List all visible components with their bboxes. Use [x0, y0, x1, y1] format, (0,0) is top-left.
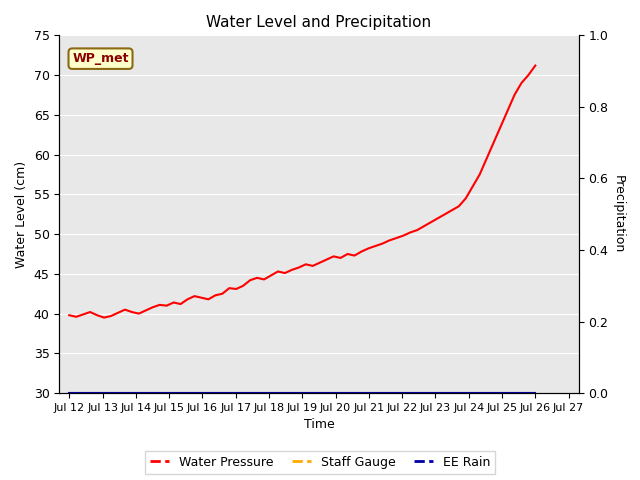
EE Rain — [483, 390, 490, 396]
Water Pressure — [531, 63, 539, 69]
Water Pressure — [65, 312, 73, 318]
EE Rain — [330, 390, 337, 396]
EE Rain — [170, 390, 177, 396]
Text: WP_met: WP_met — [72, 52, 129, 65]
Staff Gauge — [337, 390, 344, 396]
Water Pressure — [184, 297, 191, 302]
Water Pressure — [100, 315, 108, 321]
Staff Gauge — [330, 390, 337, 396]
Water Pressure — [490, 140, 497, 145]
Water Pressure — [267, 273, 275, 278]
Water Pressure — [177, 301, 184, 307]
Water Pressure — [337, 255, 344, 261]
Staff Gauge — [65, 390, 73, 396]
Line: Water Pressure: Water Pressure — [69, 66, 535, 318]
EE Rain — [531, 390, 539, 396]
Staff Gauge — [518, 390, 525, 396]
Y-axis label: Water Level (cm): Water Level (cm) — [15, 161, 28, 268]
X-axis label: Time: Time — [303, 419, 334, 432]
Staff Gauge — [483, 390, 490, 396]
Staff Gauge — [170, 390, 177, 396]
Legend: Water Pressure, Staff Gauge, EE Rain: Water Pressure, Staff Gauge, EE Rain — [145, 451, 495, 474]
EE Rain — [337, 390, 344, 396]
Water Pressure — [344, 251, 351, 257]
Staff Gauge — [177, 390, 184, 396]
Staff Gauge — [531, 390, 539, 396]
Title: Water Level and Precipitation: Water Level and Precipitation — [206, 15, 431, 30]
Y-axis label: Precipitation: Precipitation — [612, 175, 625, 253]
EE Rain — [518, 390, 525, 396]
EE Rain — [65, 390, 73, 396]
EE Rain — [177, 390, 184, 396]
